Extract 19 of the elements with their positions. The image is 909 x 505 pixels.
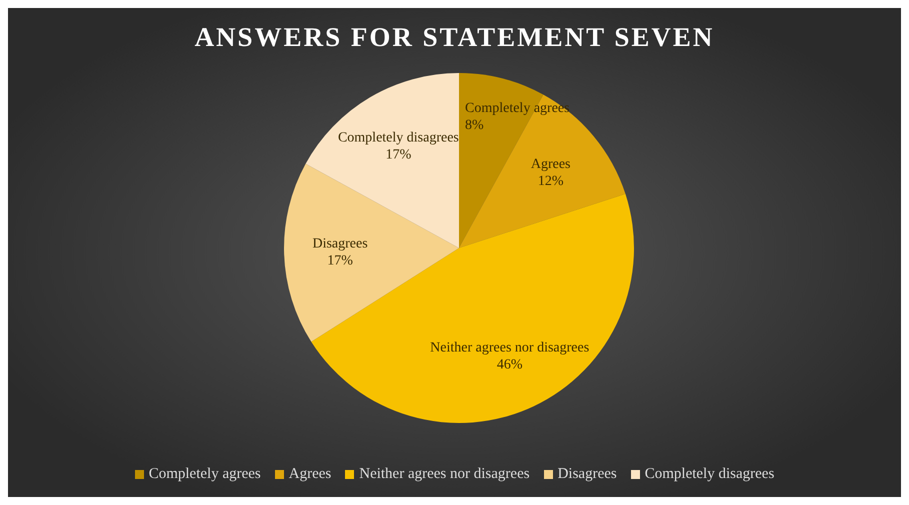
data-label: 8%	[465, 118, 484, 133]
data-label: 12%	[538, 174, 564, 190]
pie-slice	[311, 194, 634, 423]
slice-label: Completely agrees	[465, 100, 570, 116]
legend-label: Agrees	[288, 466, 332, 483]
legend-label: Completely disagrees	[644, 466, 774, 483]
data-label: 17%	[386, 148, 412, 163]
slice-label: Disagrees	[312, 236, 368, 252]
pie-slice	[459, 94, 626, 248]
slice-label: Completely disagrees	[338, 130, 459, 146]
slice-label: Agrees	[530, 157, 571, 172]
legend-label: Neither agrees nor disagrees	[359, 466, 530, 483]
data-label: 17%	[327, 254, 354, 269]
slice-label: Neither agrees nor disagrees	[430, 340, 590, 356]
chart-title: ANSWERS FOR STATEMENT SEVEN	[194, 22, 716, 53]
legend-label: Completely agrees	[148, 466, 261, 483]
pie-slice	[284, 164, 459, 342]
data-label: 46%	[496, 358, 523, 373]
legend-label: Disagrees	[558, 466, 617, 483]
